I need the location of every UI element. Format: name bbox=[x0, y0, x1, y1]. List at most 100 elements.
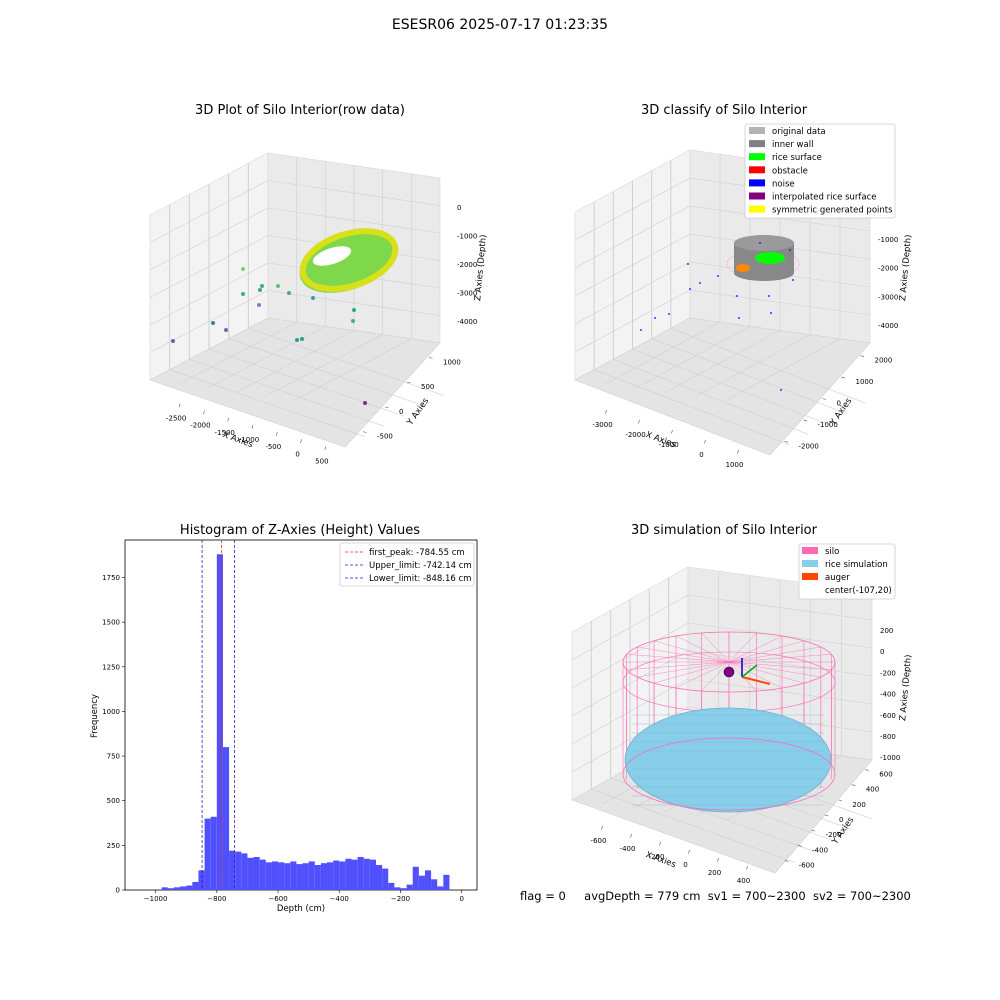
histogram-bar bbox=[327, 862, 334, 890]
tick-mark bbox=[851, 784, 856, 787]
avg-depth-text: avgDepth = 779 cm bbox=[584, 889, 701, 903]
y-tick-label: 0 bbox=[837, 400, 841, 408]
legend-swatch bbox=[749, 140, 765, 148]
legend-box bbox=[339, 542, 475, 587]
silo-spoke bbox=[728, 646, 821, 663]
plot2-title: 3D classify of Silo Interior bbox=[640, 103, 808, 118]
x-tick-label: 0 bbox=[295, 450, 299, 458]
histogram-bar bbox=[210, 816, 217, 890]
legend-swatch bbox=[749, 153, 765, 161]
tick-mark bbox=[203, 410, 205, 415]
tick-mark bbox=[227, 417, 230, 422]
x-tick-label: -400 bbox=[620, 845, 636, 853]
tick-mark bbox=[822, 398, 827, 400]
histogram-bar bbox=[241, 853, 248, 890]
histogram-bar bbox=[247, 857, 254, 890]
gridline bbox=[149, 180, 269, 243]
histogram-bar bbox=[443, 874, 450, 890]
tick-mark bbox=[824, 814, 829, 817]
y-axis-label: Frequency bbox=[90, 694, 100, 738]
histogram-bar bbox=[222, 747, 230, 890]
x-tick-label: -2000 bbox=[625, 431, 645, 439]
silo-spoke bbox=[626, 661, 730, 670]
histogram-bar bbox=[167, 888, 174, 890]
histogram-bar bbox=[284, 863, 291, 890]
z-tick-label: -1000 bbox=[878, 236, 898, 244]
silo-spoke bbox=[675, 661, 730, 689]
plot-area bbox=[124, 539, 478, 891]
data-point bbox=[352, 308, 356, 312]
sv1-text: sv1 = 700~2300 bbox=[707, 889, 806, 903]
gridline bbox=[574, 177, 691, 241]
x-tick-label: 0 bbox=[459, 895, 463, 903]
z-tick-label: -3000 bbox=[457, 290, 477, 298]
tick-mark bbox=[324, 446, 327, 451]
histogram-bar bbox=[400, 888, 407, 890]
tick-mark bbox=[300, 439, 302, 443]
histogram-bar bbox=[388, 882, 395, 890]
z-tick-label: -1000 bbox=[457, 233, 477, 241]
noise-point bbox=[654, 317, 656, 319]
data-point bbox=[351, 319, 355, 323]
tick-mark bbox=[860, 355, 865, 357]
histogram-bar bbox=[357, 856, 364, 890]
histogram-bar bbox=[296, 864, 303, 890]
axis-marker-y bbox=[741, 664, 758, 678]
histogram-legend: first_peak: -784.55 cm Upper_limit: -742.… bbox=[339, 542, 475, 587]
histogram-bar bbox=[351, 859, 358, 890]
data-point bbox=[311, 296, 315, 300]
histogram-bar bbox=[320, 863, 328, 890]
silo-spoke bbox=[728, 661, 832, 670]
tick-mark bbox=[784, 441, 789, 443]
gridline bbox=[594, 369, 790, 445]
x-tick-label: −400 bbox=[330, 895, 349, 903]
histogram: −1000 −800 −600 −400 −200 0 0 250 500 750 1000 1250… bbox=[90, 539, 478, 914]
y-tick-label: 250 bbox=[107, 842, 120, 850]
legend-label: symmetric generated points bbox=[772, 206, 893, 216]
silo-spoke bbox=[626, 654, 730, 663]
histogram-bar bbox=[186, 885, 193, 890]
histogram-bar bbox=[198, 870, 205, 890]
noise-point bbox=[792, 279, 794, 281]
gridline bbox=[670, 328, 866, 404]
z-tick-label: 0 bbox=[457, 204, 461, 212]
z-tick-label: -1000 bbox=[880, 754, 900, 762]
legend-label: obstacle bbox=[772, 166, 808, 176]
legend-label: interpolated rice surface bbox=[772, 193, 877, 203]
legend-label: noise bbox=[772, 179, 795, 189]
sv2-text: sv2 = 700~2300 bbox=[812, 889, 911, 903]
x-tick-label: −600 bbox=[268, 895, 287, 903]
legend-label: Upper_limit: -742.14 cm bbox=[369, 561, 472, 571]
histogram-bar bbox=[271, 861, 279, 890]
histogram-bar bbox=[333, 860, 340, 890]
data-point bbox=[295, 338, 299, 342]
tick-mark bbox=[838, 799, 843, 802]
y-tick-label: -600 bbox=[799, 861, 815, 869]
plot2-legend: original data inner wall rice surface obsta… bbox=[744, 123, 896, 219]
center-marker bbox=[723, 666, 735, 678]
legend-label: rice surface bbox=[772, 153, 822, 163]
gridline bbox=[178, 321, 297, 385]
y-tick-label: -2000 bbox=[799, 442, 819, 450]
histogram-bar bbox=[363, 858, 370, 890]
histogram-bar bbox=[308, 861, 315, 890]
plot4-title: 3D simulation of Silo Interior bbox=[631, 523, 817, 538]
gridline bbox=[724, 338, 841, 402]
legend-swatch bbox=[802, 547, 818, 554]
x-tick-label: -1000 bbox=[658, 441, 678, 449]
z-tick-label: -800 bbox=[880, 733, 896, 741]
histogram-bar bbox=[302, 863, 309, 890]
plot2: -3000-2000-100001000-2000-10000100020000… bbox=[574, 123, 914, 469]
legend-label: auger bbox=[825, 573, 850, 583]
histogram-bar bbox=[229, 850, 236, 890]
tick-mark bbox=[717, 857, 719, 862]
data-point bbox=[241, 267, 245, 271]
y-tick-label: -200 bbox=[826, 831, 842, 839]
y-tick-label: 1000 bbox=[102, 708, 120, 716]
tick-mark bbox=[811, 829, 816, 832]
z-tick-label: -3000 bbox=[878, 293, 898, 301]
gridline bbox=[604, 321, 721, 385]
z-tick-label: -200 bbox=[880, 669, 896, 677]
y-tick-label: 0 bbox=[399, 408, 403, 416]
histogram-bar bbox=[161, 887, 168, 890]
